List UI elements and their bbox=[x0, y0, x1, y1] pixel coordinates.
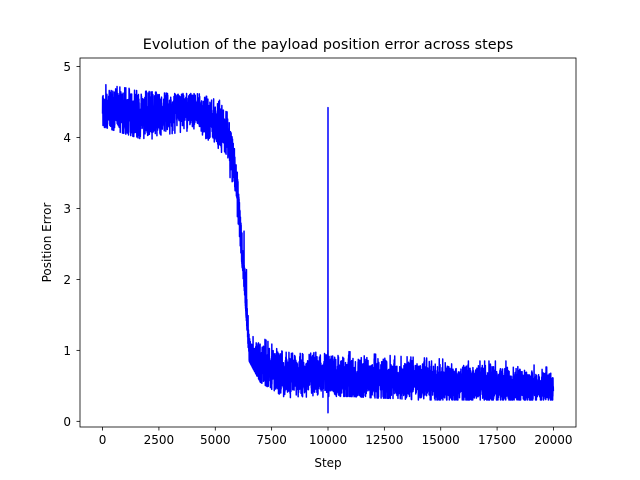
x-tick-label: 17500 bbox=[478, 433, 516, 447]
y-axis: 0 1 2 3 4 5 bbox=[63, 60, 80, 429]
x-tick-label: 2500 bbox=[144, 433, 175, 447]
y-tick-label: 1 bbox=[63, 344, 71, 358]
x-axis: 0 2500 5000 7500 10000 12500 15000 17500 20000 bbox=[99, 427, 573, 447]
y-tick-label: 5 bbox=[63, 60, 71, 74]
x-tick-label: 5000 bbox=[200, 433, 231, 447]
x-tick-label: 0 bbox=[99, 433, 107, 447]
x-tick-label: 12500 bbox=[365, 433, 403, 447]
chart-title: Evolution of the payload position error … bbox=[143, 37, 513, 53]
x-tick-label: 20000 bbox=[534, 433, 572, 447]
y-axis-label: Position Error bbox=[40, 203, 54, 283]
x-tick-label: 15000 bbox=[422, 433, 460, 447]
y-tick-label: 4 bbox=[63, 131, 71, 145]
y-tick-label: 0 bbox=[63, 415, 71, 429]
x-axis-label: Step bbox=[314, 456, 341, 470]
series-line bbox=[101, 84, 555, 414]
y-tick-label: 2 bbox=[63, 273, 71, 287]
x-tick-label: 10000 bbox=[309, 433, 347, 447]
y-tick-label: 3 bbox=[63, 202, 71, 216]
plot-area bbox=[101, 84, 555, 414]
x-tick-label: 7500 bbox=[256, 433, 287, 447]
